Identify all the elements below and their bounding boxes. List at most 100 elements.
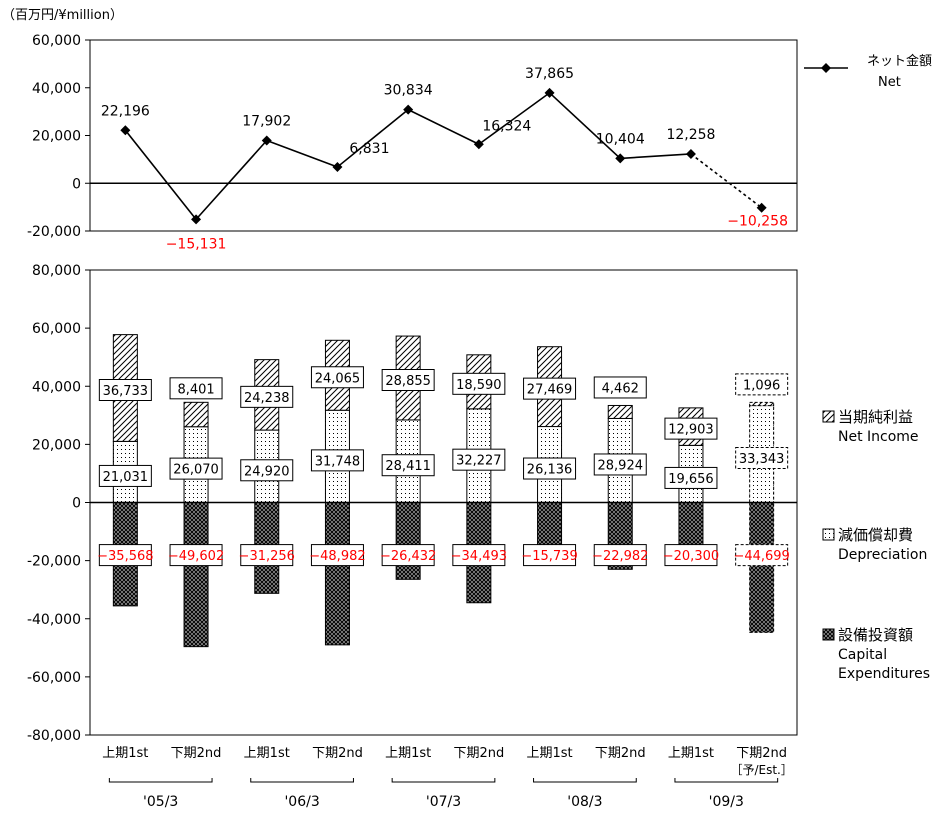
capex-value-label-box: [593, 544, 647, 567]
depreciation-value-label: 26,070: [173, 463, 219, 478]
net-line-segment: [266, 139, 338, 168]
stacked-bar-chart: 80,000 60,000 40,000 20,000 0 -20,000 -40,000 -…: [27, 263, 798, 810]
net-point-marker: [120, 125, 131, 136]
net-income-value-label-box: [523, 377, 577, 400]
net-income-value-label-box: [240, 385, 294, 408]
net-amount-line-chart: 60,000 40,000 20,000 0 -20,000 22,196 −15,131 1…: [27, 33, 798, 252]
net-income-value-label: 4,462: [602, 381, 639, 396]
line-y-tick-label: 0: [72, 176, 81, 192]
net-income-value-label-box: [98, 379, 152, 402]
depreciation-value-label: 28,411: [385, 459, 431, 474]
fiscal-year-bracket: [250, 778, 354, 783]
net-value-label: −15,131: [166, 236, 227, 252]
capex-value-label: −49,602: [168, 549, 224, 564]
legend-net-label-jp: ネット金額: [867, 53, 932, 69]
net-point-marker: [756, 202, 767, 213]
capex-value-label-box: [735, 544, 789, 567]
capex-value-label: −20,300: [663, 549, 719, 564]
legend-net-label-en: Net: [878, 75, 901, 90]
net-point-marker: [685, 148, 696, 159]
legend-depreciation-label-jp: 減価償却費: [838, 526, 913, 544]
category-label: 下期2nd: [736, 746, 787, 761]
net-income-bar: [749, 401, 775, 407]
legend-capex-label-en: Expenditures: [838, 666, 930, 682]
net-value-label: 16,324: [482, 118, 531, 134]
net-income-value-label: 24,238: [244, 391, 290, 406]
net-income-value-label: 18,590: [456, 378, 502, 393]
net-point-marker: [261, 135, 272, 146]
net-value-label: 30,834: [384, 83, 433, 99]
net-value-label: −10,258: [727, 214, 788, 230]
category-label: 上期1st: [668, 746, 714, 761]
net-line-segment: [124, 129, 197, 220]
net-value-label: 12,258: [666, 127, 715, 143]
net-line-segment: [478, 92, 551, 145]
net-income-bar: [607, 404, 633, 419]
unit-label: （百万円/¥million）: [2, 8, 123, 23]
bar-y-tick-label: 80,000: [32, 263, 81, 279]
legends: ネット金額 Net 当期純利益 Net Income 減価償却費 Depreciation…: [804, 53, 932, 682]
net-line-segment: [407, 108, 480, 145]
net-point-marker: [403, 104, 414, 115]
net-income-value-label-box: [310, 366, 364, 389]
depreciation-value-label: 19,656: [668, 472, 714, 487]
fiscal-year-label: '07/3: [426, 794, 461, 810]
depreciation-value-label: 33,343: [739, 452, 785, 467]
depreciation-value-label-box: [381, 454, 435, 477]
net-income-value-label-box: [452, 372, 506, 395]
line-y-tick-label: 60,000: [32, 33, 81, 49]
capex-value-label-box: [523, 544, 577, 567]
depreciation-value-label: 28,924: [598, 458, 644, 473]
net-income-bar: [183, 401, 209, 428]
depreciation-value-label-box: [593, 453, 647, 476]
fiscal-year-bracket: [533, 778, 637, 783]
capex-value-label: −31,256: [239, 549, 295, 564]
capex-value-label: −44,699: [733, 549, 789, 564]
fiscal-year-label: '08/3: [567, 794, 602, 810]
net-income-value-label-box: [169, 377, 223, 400]
net-income-value-label-box: [735, 373, 789, 396]
net-line-segment: [620, 153, 692, 160]
legend-depreciation-swatch: [822, 528, 835, 541]
net-income-value-label: 36,733: [103, 384, 149, 399]
depreciation-value-label: 31,748: [315, 454, 361, 469]
legend-net-income-label-jp: 当期純利益: [838, 408, 913, 426]
capex-bar: [395, 502, 421, 580]
bar-y-tick-label: 20,000: [32, 437, 81, 453]
depreciation-value-label-box: [240, 459, 294, 482]
fiscal-year-bracket: [391, 778, 496, 783]
capex-value-label: −34,493: [451, 549, 507, 564]
net-line-segment: [549, 92, 621, 159]
capex-bar: [324, 502, 350, 646]
net-income-value-label: 8,401: [177, 382, 214, 397]
legend-net-marker: [821, 63, 831, 73]
net-line-segment: [336, 109, 409, 168]
net-income-value-label: 24,065: [315, 371, 361, 386]
capex-bar: [537, 502, 563, 549]
depreciation-value-label-box: [735, 447, 789, 470]
depreciation-value-label: 24,920: [244, 464, 290, 479]
line-y-tick-label: 40,000: [32, 81, 81, 97]
capex-value-label: −35,568: [97, 549, 153, 564]
capex-value-label-box: [452, 544, 506, 567]
estimate-label: ［予/Est.］: [730, 763, 792, 777]
legend-capex-label-en: Capital: [838, 647, 887, 663]
net-value-label: 10,404: [596, 131, 645, 147]
category-label: 上期1st: [526, 746, 572, 761]
net-point-marker: [473, 139, 484, 150]
capex-bar: [183, 502, 209, 648]
depreciation-value-label-box: [98, 464, 152, 487]
bar-y-tick-label: -60,000: [27, 670, 81, 686]
net-income-value-label: 1,096: [743, 378, 780, 393]
net-line-segment: [195, 139, 268, 220]
capex-value-label: −26,432: [380, 549, 436, 564]
capex-value-label: −22,982: [592, 549, 648, 564]
depreciation-value-label: 26,136: [527, 463, 573, 478]
net-line-segment-estimate: [690, 153, 763, 209]
net-value-label: 6,831: [349, 141, 389, 157]
category-label: 下期2nd: [595, 746, 646, 761]
net-point-marker: [615, 153, 626, 164]
legend-capex-swatch: [822, 628, 835, 641]
fiscal-year-label: '06/3: [284, 794, 319, 810]
